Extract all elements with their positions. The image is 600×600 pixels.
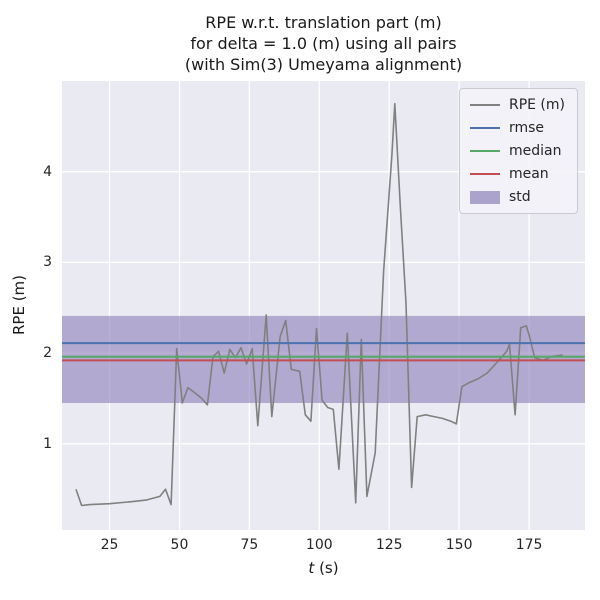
legend-item: median bbox=[469, 143, 565, 159]
legend-line-swatch bbox=[469, 104, 500, 106]
legend-line-swatch bbox=[469, 127, 500, 129]
legend-line-swatch bbox=[469, 173, 500, 175]
rpe-line bbox=[75, 102, 563, 507]
legend-patch-swatch bbox=[469, 190, 500, 204]
x-axis-label-symbol: t bbox=[308, 559, 315, 577]
chart-title-line-2: for delta = 1.0 (m) using all pairs bbox=[190, 34, 457, 53]
legend-item: mean bbox=[469, 166, 565, 182]
legend-line-swatch bbox=[469, 150, 500, 152]
x-tick-label: 175 bbox=[515, 537, 543, 553]
x-tick-label: 100 bbox=[305, 537, 333, 553]
legend-label: rmse bbox=[508, 120, 545, 136]
legend-label: RPE (m) bbox=[508, 97, 565, 113]
legend-label: median bbox=[508, 143, 562, 159]
x-tick-label: 75 bbox=[240, 537, 259, 553]
x-tick-label: 150 bbox=[445, 537, 473, 553]
x-tick-label: 25 bbox=[100, 537, 119, 553]
chart-title: RPE w.r.t. translation part (m) for delt… bbox=[62, 12, 585, 75]
legend-item: rmse bbox=[469, 120, 565, 136]
legend-item: std bbox=[469, 189, 565, 205]
x-axis-label: t (s) bbox=[62, 559, 585, 577]
x-tick-label: 50 bbox=[170, 537, 189, 553]
y-tick-label: 1 bbox=[43, 435, 52, 452]
y-tick-label: 4 bbox=[43, 163, 52, 180]
y-tick-label: 3 bbox=[43, 254, 52, 271]
legend: RPE (m) rmse median mean std bbox=[458, 88, 578, 214]
x-tick-label: 125 bbox=[375, 537, 403, 553]
x-axis-label-unit: (s) bbox=[314, 559, 339, 577]
y-axis-label: RPE (m) bbox=[10, 274, 28, 336]
legend-label: std bbox=[508, 189, 531, 205]
legend-item: RPE (m) bbox=[469, 97, 565, 113]
chart-title-line-3: (with Sim(3) Umeyama alignment) bbox=[184, 55, 463, 74]
legend-label: mean bbox=[508, 166, 549, 182]
y-tick-label: 2 bbox=[43, 345, 52, 362]
chart-title-line-1: RPE w.r.t. translation part (m) bbox=[205, 13, 442, 32]
